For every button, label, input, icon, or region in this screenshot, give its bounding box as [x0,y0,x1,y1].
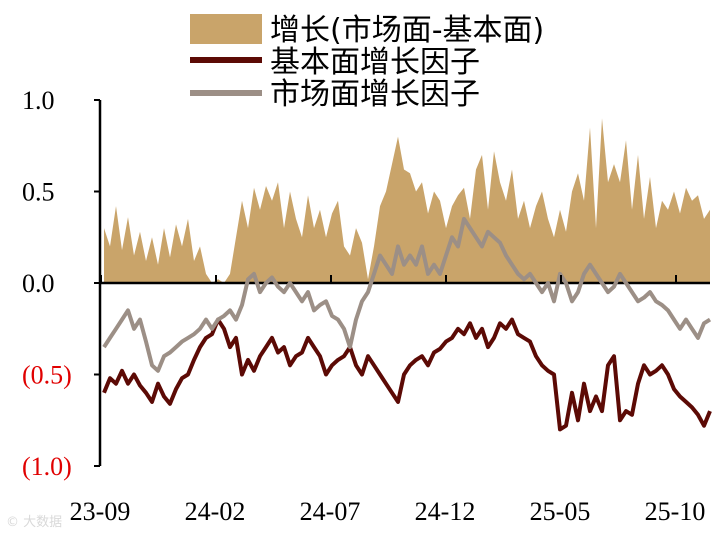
x-tick-label-0: 23-09 [70,497,131,526]
y-axis-ticks: 1.0 0.5 0.0 (0.5) (1.0) [22,86,100,481]
series-line-2 [102,216,712,373]
x-axis-ticks: 23-09 24-02 24-07 24-12 25-05 25-10 [70,275,706,526]
legend: 增长(市场面-基本面) 基本面增长因子 市场面增长因子 [190,13,544,112]
series-line-1 [102,317,712,432]
x-tick-label-4: 25-05 [530,497,591,526]
y-tick-label-2: 0.0 [22,269,55,298]
legend-label-growth-diff: 增长(市场面-基本面) [270,13,544,48]
legend-label-fundamental: 基本面增长因子 [270,45,480,80]
watermark: © 大数据 [6,515,62,530]
y-tick-label-4: (1.0) [22,452,72,481]
x-tick-label-3: 24-12 [415,497,476,526]
y-tick-label-1: 0.5 [22,178,55,207]
legend-swatch-growth-diff [190,14,262,44]
series-area-0 [104,118,710,283]
x-tick-label-5: 25-10 [645,497,706,526]
y-tick-label-3: (0.5) [22,361,72,390]
x-tick-label-2: 24-07 [300,497,361,526]
x-tick-label-1: 24-02 [185,497,246,526]
plot-area [98,100,712,466]
legend-label-market: 市场面增长因子 [270,77,480,112]
y-tick-label-0: 1.0 [22,86,55,115]
